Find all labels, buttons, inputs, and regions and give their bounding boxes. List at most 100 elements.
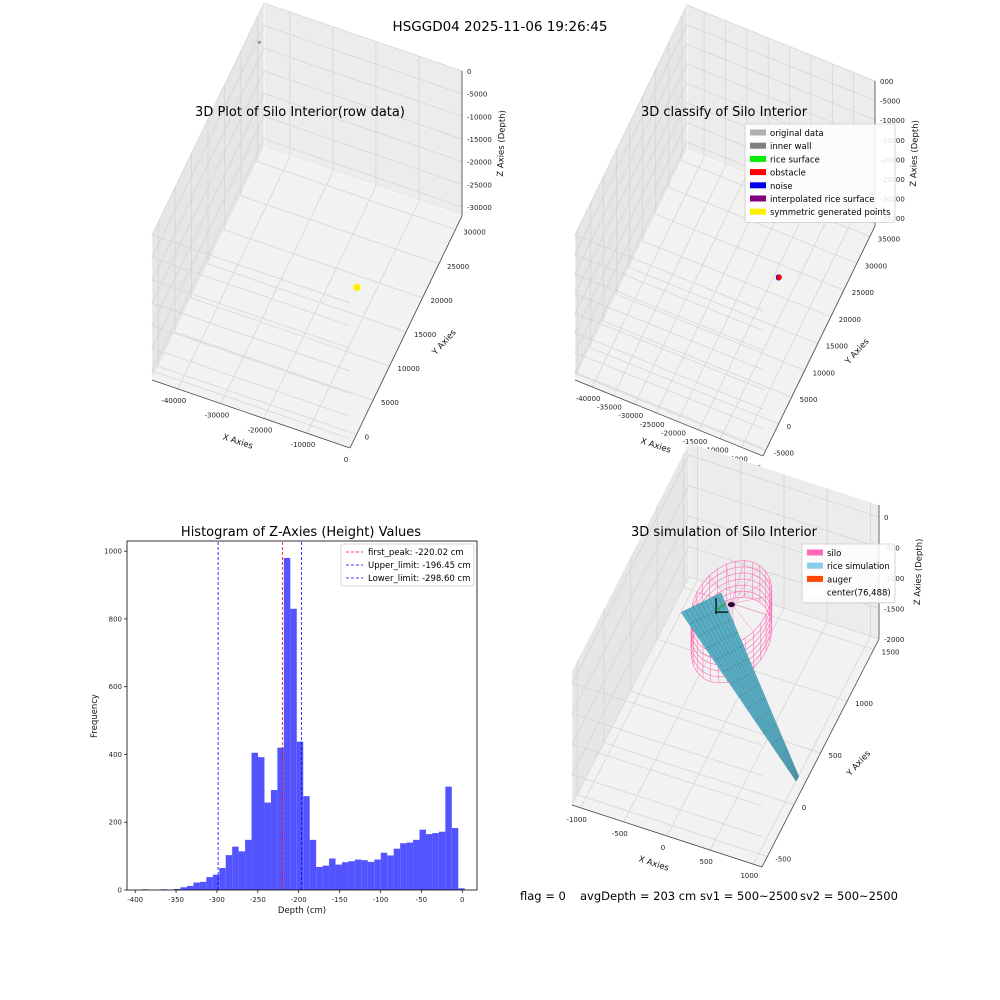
legend-swatch xyxy=(750,155,766,162)
z-tick-label: -1500 xyxy=(884,606,904,614)
x-axis-line xyxy=(571,804,763,868)
y-gridline xyxy=(191,153,390,367)
x-gridline xyxy=(591,11,705,388)
y-tick-label: 600 xyxy=(109,683,122,691)
z-gridline xyxy=(151,25,463,327)
x-tick-label: -20000 xyxy=(661,429,686,437)
x-tick-label: -20000 xyxy=(248,426,273,434)
z-gridline xyxy=(151,47,463,349)
legend-swatch xyxy=(750,169,766,176)
histogram-bar xyxy=(290,608,297,890)
z-gridline xyxy=(151,93,463,394)
panel-raw-data-3d: -40000 -30000 -20000 -10000 0 0 5000 10000 15000… xyxy=(151,2,508,464)
histogram-bar xyxy=(367,861,375,890)
histogram-bar xyxy=(316,866,323,890)
histogram-bar xyxy=(361,860,368,890)
histogram-bar xyxy=(186,885,194,890)
histogram-bar xyxy=(219,867,226,890)
panel-simulation-3d: -1000-50005001000-500050010001500-2000-1… xyxy=(566,442,925,880)
y-gridline xyxy=(158,221,357,435)
z-tick-label: -5000 xyxy=(467,91,487,99)
histogram-bar xyxy=(251,752,259,890)
legend-label: interpolated rice surface xyxy=(770,195,875,205)
center-marker xyxy=(727,602,735,608)
x-tick-label: -150 xyxy=(332,896,348,904)
x-tick-label: 0 xyxy=(661,844,665,852)
y-gridline xyxy=(257,16,456,230)
histogram-bar xyxy=(348,861,355,890)
y-tick-label: 10000 xyxy=(398,365,420,373)
histogram-bar xyxy=(400,843,407,890)
histogram-bar xyxy=(380,852,388,890)
x-tick-label: -1000 xyxy=(566,816,586,824)
z-gridline xyxy=(574,43,876,351)
legend-label: noise xyxy=(770,182,793,192)
data-point xyxy=(257,40,262,44)
histogram-bar xyxy=(283,557,291,890)
y-tick-label: 1500 xyxy=(882,648,900,656)
histogram-bar xyxy=(387,855,394,890)
panel-title: 3D classify of Silo Interior xyxy=(641,105,808,120)
x-tick-label: -40000 xyxy=(576,395,601,403)
auger-arm xyxy=(715,602,727,611)
x-tick-label: -25000 xyxy=(640,421,665,429)
flag-text: flag = 0 xyxy=(520,889,566,903)
z-gridline xyxy=(151,138,463,440)
status-footer: flag = 0 avgDepth = 203 cm sv1 = 500~250… xyxy=(520,889,898,903)
panel-title: 3D Plot of Silo Interior(row data) xyxy=(195,105,405,120)
legend-swatch xyxy=(750,182,766,189)
z-tick-label: -20000 xyxy=(467,159,492,167)
data-point xyxy=(354,284,361,291)
y-tick-label: -5000 xyxy=(774,450,794,458)
y-tick-label: 5000 xyxy=(800,396,818,404)
legend-label: rice surface xyxy=(770,155,820,165)
histogram-bar xyxy=(212,874,220,890)
y-gridline xyxy=(577,229,766,452)
y-axis-line xyxy=(349,215,463,449)
z-gridline xyxy=(571,454,880,746)
z-gridline xyxy=(151,2,463,304)
histogram-bar xyxy=(419,829,426,890)
histogram-bar xyxy=(374,859,381,890)
x-tick-label: -400 xyxy=(127,896,143,904)
y-tick-label: 5000 xyxy=(381,399,399,407)
z-gridline xyxy=(574,24,876,331)
y-tick-label: 1000 xyxy=(104,548,122,556)
histogram-bar xyxy=(458,888,465,890)
x-tick-label: 0 xyxy=(460,896,464,904)
histogram-bar xyxy=(451,827,459,890)
y-tick-label: -500 xyxy=(775,856,791,864)
histogram-bar xyxy=(270,790,278,890)
panel-classify-3d: -40000-35000-30000-25000-20000-15000-100… xyxy=(574,4,921,472)
x-axis-line xyxy=(574,379,764,457)
histogram-bar xyxy=(309,839,317,890)
x-axis-label: X Axies xyxy=(221,432,254,451)
y-gridline xyxy=(616,149,805,371)
silo-lid-spoke xyxy=(731,595,772,604)
z-gridline xyxy=(574,63,876,371)
x-gridline xyxy=(613,20,726,396)
histogram-bar xyxy=(277,747,284,890)
legend-swatch xyxy=(750,129,766,136)
silo-lid-spoke xyxy=(709,575,732,604)
z-tick-label: -15000 xyxy=(467,136,492,144)
histogram-bar xyxy=(335,864,342,890)
legend-label: Lower_limit: -298.60 cm xyxy=(368,574,470,584)
histogram-bar xyxy=(329,858,336,890)
panel-title: Histogram of Z-Axies (Height) Values xyxy=(181,525,421,540)
histogram-bar xyxy=(432,833,439,890)
legend-box xyxy=(744,123,896,223)
legend-label: center(76,488) xyxy=(827,589,891,599)
x-axis-label: X Axies xyxy=(639,436,672,455)
y-gridline xyxy=(603,176,792,398)
y-gridline xyxy=(668,42,857,264)
x-tick-label: -30000 xyxy=(618,412,643,420)
y-tick-label: 0 xyxy=(787,423,791,431)
legend-swatch xyxy=(807,562,823,569)
histogram-bar xyxy=(258,757,265,890)
z-tick-label: -25000 xyxy=(467,181,492,189)
sv2-text: sv2 = 500~2500 xyxy=(800,889,898,903)
x-tick-label: -500 xyxy=(612,830,628,838)
x-gridline xyxy=(220,26,334,404)
histogram-bar xyxy=(193,882,200,890)
